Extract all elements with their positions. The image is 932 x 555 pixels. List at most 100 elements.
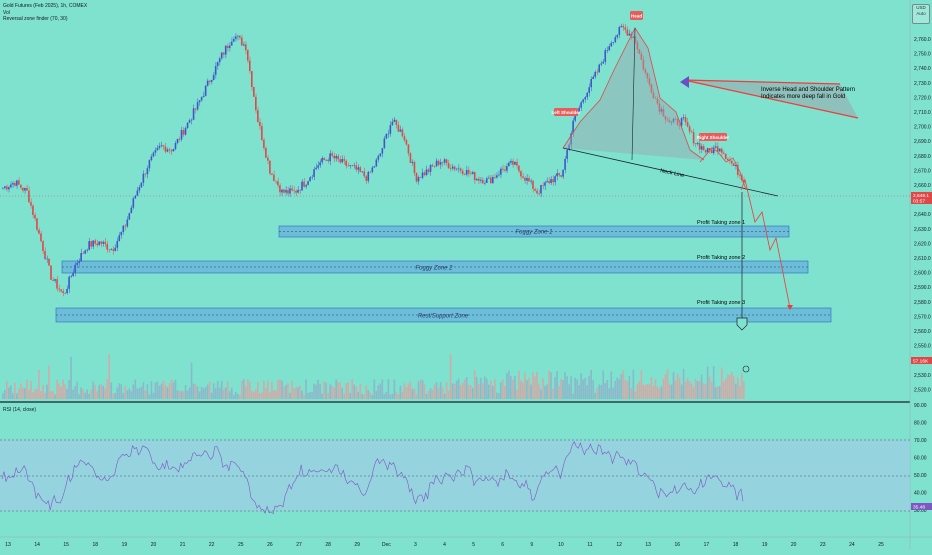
candle (493, 177, 496, 178)
volume-bar (570, 375, 572, 399)
candle (570, 133, 572, 145)
indicator-label[interactable]: Reversal zone finder (70, 30) (3, 16, 68, 22)
candle (556, 173, 558, 177)
volume-bar (706, 366, 709, 399)
candle (439, 162, 442, 165)
candle (616, 34, 619, 38)
volume-bar (365, 385, 368, 399)
volume-bar (84, 392, 86, 399)
candle (608, 46, 611, 51)
volume-bar (116, 387, 119, 399)
candle (612, 42, 615, 43)
volume-bar (216, 381, 219, 399)
volume-bar (419, 379, 422, 399)
price-tick: 2,750.0 (914, 52, 931, 58)
volume-bar (381, 379, 384, 399)
volume-bar (261, 392, 263, 399)
volume-bar (504, 386, 506, 399)
candle (646, 72, 649, 79)
volume-bar (158, 385, 161, 399)
volume-bar (62, 379, 64, 399)
candle (261, 126, 263, 141)
volume-bar (724, 378, 727, 399)
candle (596, 71, 599, 73)
candle (664, 116, 667, 120)
volume-bar (716, 386, 719, 399)
candle (473, 172, 476, 181)
volume-bar (518, 370, 520, 399)
candle (461, 170, 464, 175)
candle (680, 118, 683, 126)
volume-bar (52, 390, 54, 399)
price-tick: 2,740.0 (914, 66, 931, 72)
volume-bar (403, 383, 406, 399)
volume-bar (263, 380, 265, 399)
volume-bar (82, 389, 84, 399)
volume-bar (656, 386, 659, 399)
vol-label[interactable]: Vol (3, 9, 10, 16)
volume-bar (305, 379, 307, 399)
candle (230, 41, 233, 46)
candle (654, 98, 657, 99)
volume-bar (142, 382, 145, 399)
volume-bar (269, 392, 271, 399)
candle (206, 80, 209, 86)
candle (536, 190, 538, 194)
candle (558, 173, 560, 176)
volume-bar (596, 388, 599, 399)
candle (431, 165, 434, 167)
candle (640, 53, 643, 60)
volume-bar (451, 383, 454, 399)
candle (116, 241, 119, 248)
candle (463, 174, 466, 175)
volume-bar (66, 388, 68, 399)
candle (234, 36, 237, 39)
volume-bar (323, 380, 325, 399)
candle (154, 150, 157, 153)
candle (369, 171, 372, 173)
candle (355, 165, 358, 170)
candle (38, 229, 40, 234)
volume-bar (210, 392, 213, 399)
volume-bar (726, 374, 729, 399)
volume-bar (447, 390, 450, 399)
candle (54, 279, 56, 281)
candle (684, 117, 687, 123)
candle (313, 169, 315, 177)
volume-bar (636, 384, 639, 399)
currency-auto-button[interactable]: USD Auto (912, 4, 930, 24)
candle (100, 241, 103, 244)
volume-bar (202, 388, 205, 399)
candle (22, 187, 24, 191)
candle (317, 165, 319, 168)
volume-bar (56, 379, 58, 399)
candle (419, 177, 422, 178)
volume-bar (493, 379, 496, 399)
volume-bar (530, 384, 532, 399)
volume-bar (642, 384, 645, 399)
candle (122, 225, 125, 232)
volume-bar (257, 382, 259, 399)
volume-bar (90, 389, 92, 399)
symbol-title[interactable]: Gold Futures (Feb 2025), 1h, COMEX (3, 3, 88, 9)
volume-bar (130, 391, 133, 399)
volume-bar (273, 390, 275, 399)
volume-bar (395, 392, 398, 399)
left-shoulder-label: Left Shoulder (552, 110, 581, 115)
volume-bar (40, 391, 42, 399)
projected-path: Profit Taking zone 1 Profit Taking zone … (697, 178, 793, 331)
time-tick: 23 (820, 542, 826, 548)
volume-bar (226, 381, 229, 399)
volume-bar (198, 391, 201, 399)
volume-bar (512, 379, 514, 399)
candle (510, 160, 512, 163)
volume-bar (674, 380, 677, 399)
volume-bar (44, 392, 46, 399)
candle (620, 26, 623, 28)
volume-bar (487, 384, 490, 399)
candle (84, 250, 86, 254)
candle (6, 186, 8, 190)
candle (66, 288, 68, 294)
